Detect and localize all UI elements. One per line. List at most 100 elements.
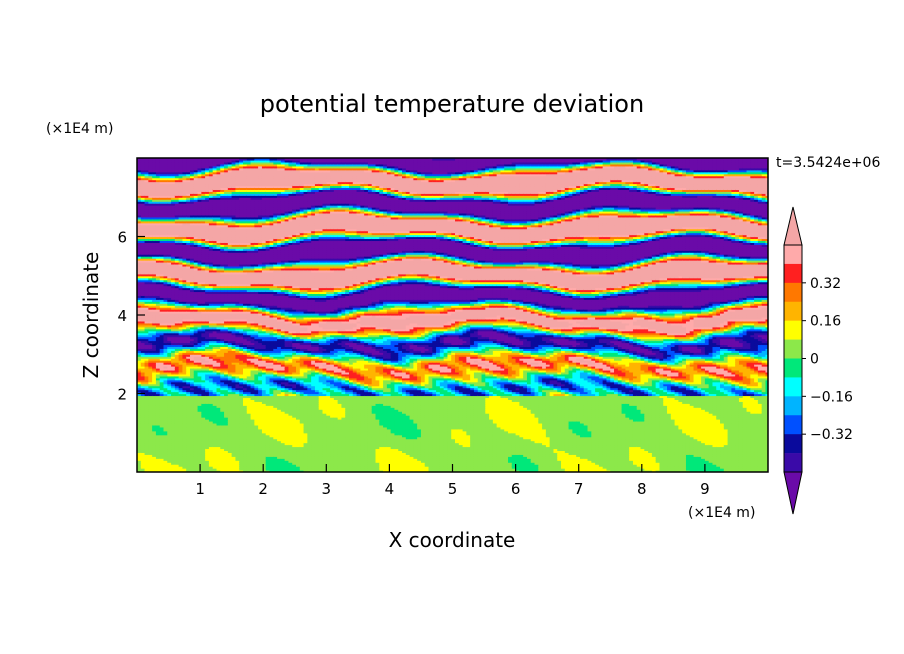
field-cell [167, 326, 172, 330]
field-cell [208, 328, 214, 332]
field-cell [144, 454, 149, 457]
field-cell [197, 460, 202, 463]
field-cell [205, 348, 210, 351]
field-cell [148, 456, 153, 459]
field-cell [152, 195, 157, 198]
field-cell [220, 265, 225, 269]
field-cell [152, 397, 157, 400]
field-cell [159, 354, 165, 357]
field-cell [201, 295, 206, 298]
field-cell [193, 189, 199, 192]
field-cell [205, 207, 210, 210]
field-cell [201, 214, 206, 218]
field-cell [163, 248, 168, 251]
field-cell [163, 399, 168, 402]
field-cell [205, 470, 210, 472]
field-cell [167, 201, 172, 204]
field-cell [159, 203, 165, 206]
field-cell [205, 371, 210, 375]
field-cell [182, 422, 187, 426]
field-cell [174, 352, 180, 355]
field-cell [167, 305, 172, 308]
field-cell [208, 267, 214, 271]
field-cell [220, 409, 225, 412]
field-cell [140, 309, 146, 312]
field-cell [167, 379, 172, 383]
field-cell [212, 195, 218, 198]
field-cell [186, 354, 191, 357]
field-cell [182, 167, 187, 171]
field-cell [182, 328, 187, 332]
field-cell [216, 381, 221, 385]
field-cell [174, 242, 180, 245]
field-cell [201, 332, 206, 336]
field-cell [220, 375, 225, 379]
field-cell [216, 295, 221, 298]
field-cell [201, 195, 206, 198]
field-cell [144, 424, 149, 428]
field-cell [137, 295, 142, 298]
field-cell [193, 434, 199, 438]
field-cell [205, 356, 210, 359]
field-cell [212, 409, 218, 412]
field-cell [148, 295, 153, 298]
field-cell [201, 450, 206, 453]
field-cell [152, 254, 157, 257]
field-cell [174, 373, 180, 377]
field-cell [174, 464, 180, 467]
field-cell [140, 444, 146, 448]
field-cell [212, 159, 218, 163]
field-cell [140, 458, 146, 461]
field-cell [155, 248, 161, 251]
field-cell [212, 432, 218, 436]
field-cell [212, 224, 218, 228]
field-cell [167, 369, 172, 373]
field-cell [205, 346, 210, 349]
field-cell [148, 364, 153, 367]
field-cell [205, 216, 210, 220]
field-cell [216, 216, 221, 220]
field-cell [159, 214, 165, 218]
field-cell [144, 419, 149, 422]
field-cell [201, 197, 206, 200]
field-cell [155, 405, 161, 408]
field-cell [201, 371, 206, 375]
field-cell [137, 265, 142, 269]
field-cell [144, 295, 149, 298]
field-cell [212, 161, 218, 165]
field-cell [220, 244, 225, 247]
field-cell [163, 163, 168, 167]
field-cell [140, 385, 146, 389]
field-cell [182, 411, 187, 414]
field-cell [182, 177, 187, 181]
field-cell [137, 258, 142, 261]
field-cell [167, 434, 172, 438]
field-cell [220, 175, 225, 179]
field-cell [205, 430, 210, 434]
field-cell [193, 328, 199, 332]
field-cell [159, 373, 165, 377]
field-cell [152, 428, 157, 432]
field-cell [186, 214, 191, 218]
field-cell [190, 258, 195, 261]
field-cell [186, 375, 191, 379]
field-cell [144, 267, 149, 271]
field-cell [144, 301, 149, 304]
field-cell [152, 199, 157, 202]
field-cell [208, 313, 214, 316]
field-cell [167, 210, 172, 214]
field-cell [148, 366, 153, 369]
field-cell [197, 159, 202, 163]
field-cell [216, 424, 221, 428]
field-cell [197, 289, 202, 293]
field-cell [159, 395, 165, 399]
field-cell [159, 381, 165, 385]
field-cell [212, 444, 218, 448]
field-cell [220, 195, 225, 198]
field-cell [140, 303, 146, 306]
field-cell [208, 216, 214, 220]
field-cell [137, 281, 142, 285]
field-cell [212, 438, 218, 442]
field-cell [148, 358, 153, 361]
field-cell [212, 340, 218, 344]
